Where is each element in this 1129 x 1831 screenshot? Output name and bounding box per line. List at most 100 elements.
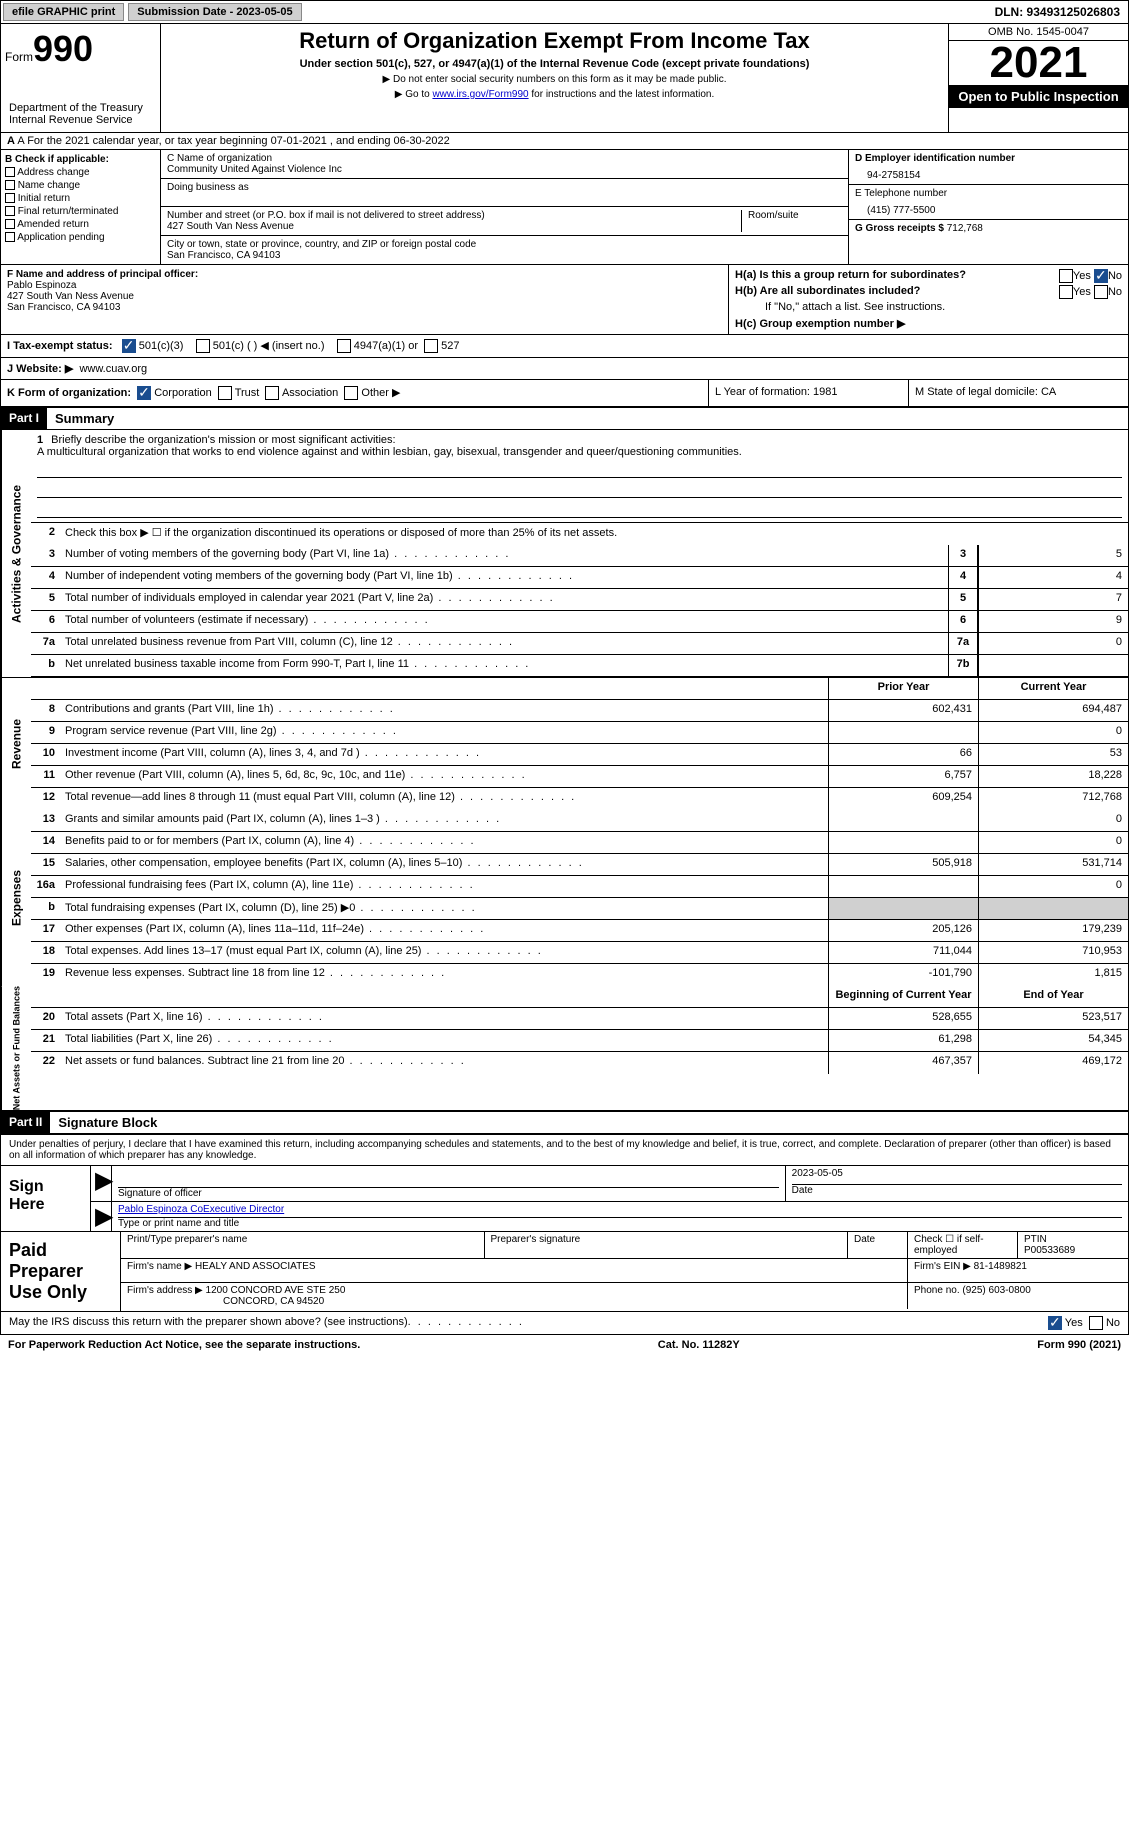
table-row: 6Total number of volunteers (estimate if… (31, 611, 1128, 633)
dln-text: DLN: 93493125026803 (995, 5, 1128, 19)
ein-value: 94-2758154 (855, 164, 1122, 181)
checkbox-501c3[interactable] (122, 339, 136, 353)
return-subtitle: Under section 501(c), 527, or 4947(a)(1)… (165, 58, 944, 70)
org-city: San Francisco, CA 94103 (167, 250, 842, 261)
checkbox-final[interactable] (5, 206, 15, 216)
firm-phone: (925) 603-0800 (962, 1285, 1030, 1296)
table-row: 8Contributions and grants (Part VIII, li… (31, 700, 1128, 722)
expenses-section: Expenses 13Grants and similar amounts pa… (0, 810, 1129, 986)
note-ssn: ▶ Do not enter social security numbers o… (165, 74, 944, 85)
section-b-to-g: B Check if applicable: Address change Na… (0, 150, 1129, 265)
form-label: Form (5, 50, 33, 64)
activities-governance-section: Activities & Governance 1Briefly describ… (0, 430, 1129, 677)
col-b-checkboxes: B Check if applicable: Address change Na… (1, 150, 161, 264)
col-d-ein-tel: D Employer identification number 94-2758… (848, 150, 1128, 264)
table-row: 17Other expenses (Part IX, column (A), l… (31, 920, 1128, 942)
firm-addr1: 1200 CONCORD AVE STE 250 (206, 1285, 346, 1296)
discuss-row: May the IRS discuss this return with the… (0, 1312, 1129, 1335)
tax-exempt-row: I Tax-exempt status: 501(c)(3) 501(c) ( … (0, 335, 1129, 358)
officer-name: Pablo Espinoza (7, 280, 722, 291)
table-row: 15Salaries, other compensation, employee… (31, 854, 1128, 876)
table-row: 4Number of independent voting members of… (31, 567, 1128, 589)
checkbox-other[interactable] (344, 386, 358, 400)
table-row: bNet unrelated business taxable income f… (31, 655, 1128, 677)
firm-ein: 81-1489821 (974, 1261, 1027, 1272)
form-footer: Form 990 (2021) (1037, 1339, 1121, 1351)
checkbox-527[interactable] (424, 339, 438, 353)
part2-header: Part II Signature Block (0, 1112, 1129, 1134)
row-a-calendar: A A For the 2021 calendar year, or tax y… (0, 132, 1129, 150)
sig-date: 2023-05-05 (792, 1168, 1122, 1179)
part1-header: Part I Summary (0, 408, 1129, 430)
table-row: 13Grants and similar amounts paid (Part … (31, 810, 1128, 832)
side-label-netassets: Net Assets or Fund Balances (1, 986, 31, 1110)
table-row: 9Program service revenue (Part VIII, lin… (31, 722, 1128, 744)
checkbox-4947[interactable] (337, 339, 351, 353)
officer-name-title: Pablo Espinoza CoExecutive Director (118, 1204, 1122, 1218)
cat-no: Cat. No. 11282Y (658, 1339, 740, 1351)
table-row: bTotal fundraising expenses (Part IX, co… (31, 898, 1128, 920)
submission-button[interactable]: Submission Date - 2023-05-05 (128, 3, 301, 21)
org-name: Community United Against Violence Inc (167, 164, 842, 175)
irs-link[interactable]: www.irs.gov/Form990 (432, 89, 528, 100)
table-row: 20Total assets (Part X, line 16)528,6555… (31, 1008, 1128, 1030)
checkbox-hb-yes[interactable] (1059, 285, 1073, 299)
bottom-footer: For Paperwork Reduction Act Notice, see … (0, 1335, 1129, 1355)
section-f-h: F Name and address of principal officer:… (0, 265, 1129, 335)
table-row: 3Number of voting members of the governi… (31, 545, 1128, 567)
table-row: 14Benefits paid to or for members (Part … (31, 832, 1128, 854)
side-label-governance: Activities & Governance (1, 430, 31, 677)
netassets-section: Net Assets or Fund Balances Beginning of… (0, 986, 1129, 1112)
checkbox-ha-no[interactable] (1094, 269, 1108, 283)
checkbox-assoc[interactable] (265, 386, 279, 400)
checkbox-trust[interactable] (218, 386, 232, 400)
checkbox-amended[interactable] (5, 219, 15, 229)
table-row: 10Investment income (Part VIII, column (… (31, 744, 1128, 766)
return-title: Return of Organization Exempt From Incom… (165, 28, 944, 54)
table-row: 22Net assets or fund balances. Subtract … (31, 1052, 1128, 1074)
checkbox-hb-no[interactable] (1094, 285, 1108, 299)
form-number: 990 (33, 28, 93, 69)
telephone: (415) 777-5500 (855, 199, 1122, 216)
table-row: 21Total liabilities (Part X, line 26)61,… (31, 1030, 1128, 1052)
checkbox-501c[interactable] (196, 339, 210, 353)
note-goto: ▶ Go to www.irs.gov/Form990 for instruct… (165, 89, 944, 100)
tax-year: 2021 (949, 41, 1128, 85)
side-label-revenue: Revenue (1, 678, 31, 810)
gross-receipts: 712,768 (947, 223, 983, 234)
checkbox-address[interactable] (5, 167, 15, 177)
dept-text: Department of the Treasury Internal Reve… (5, 100, 156, 128)
sign-here-label: Sign Here (1, 1166, 91, 1231)
open-inspection: Open to Public Inspection (949, 85, 1128, 108)
checkbox-discuss-yes[interactable] (1048, 1316, 1062, 1330)
table-row: 18Total expenses. Add lines 13–17 (must … (31, 942, 1128, 964)
col-c-org-info: C Name of organization Community United … (161, 150, 848, 264)
table-row: 12Total revenue—add lines 8 through 11 (… (31, 788, 1128, 810)
checkbox-ha-yes[interactable] (1059, 269, 1073, 283)
checkbox-name[interactable] (5, 180, 15, 190)
table-row: 5Total number of individuals employed in… (31, 589, 1128, 611)
firm-addr2: CONCORD, CA 94520 (127, 1296, 324, 1307)
paid-preparer-label: Paid Preparer Use Only (1, 1232, 121, 1311)
efile-button[interactable]: efile GRAPHIC print (3, 3, 124, 21)
ptin-value: P00533689 (1024, 1245, 1122, 1256)
arrow-icon: ▶ (91, 1166, 111, 1201)
side-label-expenses: Expenses (1, 810, 31, 986)
checkbox-discuss-no[interactable] (1089, 1316, 1103, 1330)
table-row: 16aProfessional fundraising fees (Part I… (31, 876, 1128, 898)
checkbox-corp[interactable] (137, 386, 151, 400)
checkbox-pending[interactable] (5, 232, 15, 242)
table-row: 7aTotal unrelated business revenue from … (31, 633, 1128, 655)
table-row: 11Other revenue (Part VIII, column (A), … (31, 766, 1128, 788)
perjury-declaration: Under penalties of perjury, I declare th… (1, 1135, 1128, 1165)
firm-name: HEALY AND ASSOCIATES (195, 1261, 316, 1272)
checkbox-initial[interactable] (5, 193, 15, 203)
table-row: 19Revenue less expenses. Subtract line 1… (31, 964, 1128, 986)
signature-section: Under penalties of perjury, I declare th… (0, 1134, 1129, 1312)
website-row: J Website: ▶ www.cuav.org (0, 358, 1129, 380)
arrow-icon: ▶ (91, 1202, 111, 1231)
form-header: Form990 Department of the Treasury Inter… (0, 24, 1129, 132)
website-url: www.cuav.org (79, 363, 147, 375)
org-address: 427 South Van Ness Avenue (167, 221, 735, 232)
mission-text: A multicultural organization that works … (37, 446, 1122, 458)
